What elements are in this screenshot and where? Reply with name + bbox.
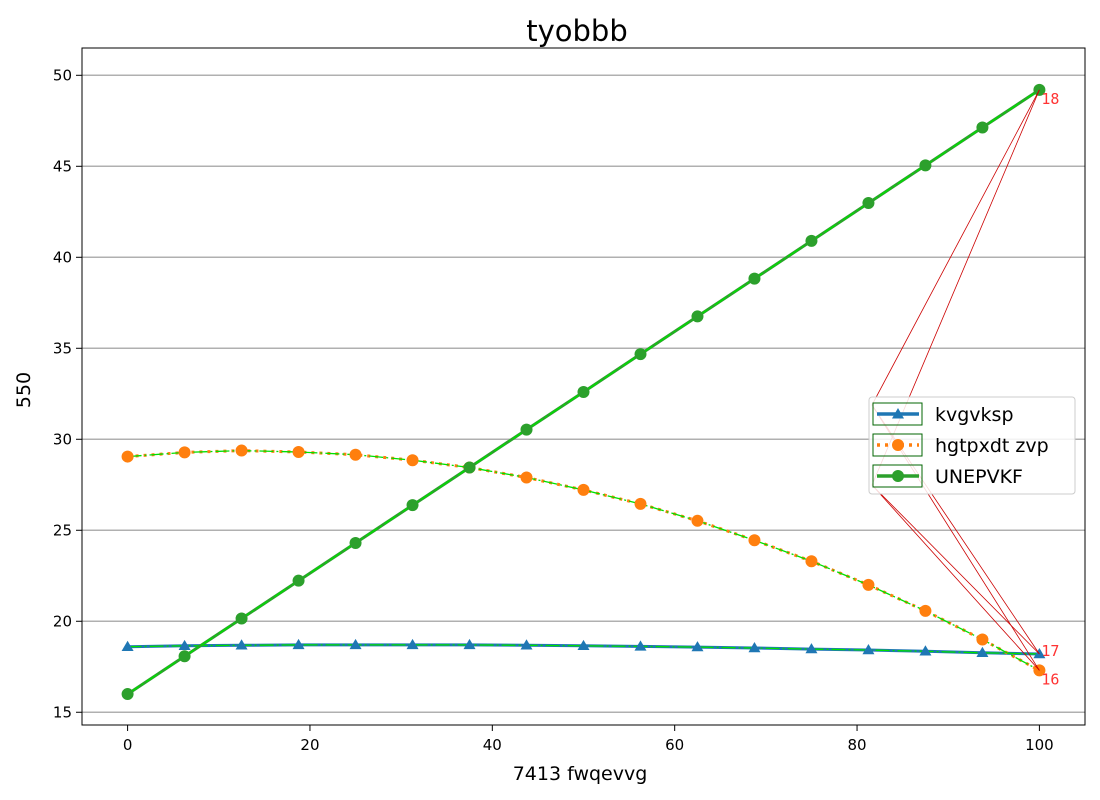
data-point: [691, 641, 704, 652]
legend-box: [868, 396, 1076, 495]
legend: kvgvksp hgtpxdt zvp UNEPVKF: [868, 396, 1076, 495]
gridlines: [82, 74, 1085, 714]
data-point: [178, 446, 191, 459]
y-tick-label: 35: [53, 339, 72, 357]
series-2: [121, 83, 1046, 701]
data-point: [577, 639, 590, 651]
data-point: [349, 537, 362, 550]
y-axis: 15 20 25 30 35 40 45 50: [53, 66, 82, 721]
x-tick-label: 40: [483, 736, 502, 754]
data-point: [349, 638, 362, 650]
data-point: [1033, 648, 1046, 659]
data-point: [235, 612, 248, 625]
data-point: [121, 688, 134, 701]
series-1: [121, 444, 1046, 677]
chart-title: tyobbb: [526, 14, 628, 48]
series-0: [121, 638, 1046, 659]
series-line: [127, 449, 1041, 672]
data-point: [634, 640, 647, 651]
legend-swatch-frame: [872, 464, 923, 488]
data-point: [577, 483, 590, 496]
data-point: [748, 272, 761, 285]
data-point: [976, 121, 989, 134]
y-tick-label: 15: [53, 703, 72, 721]
data-point: [748, 642, 761, 653]
annotation-label: 16: [1041, 670, 1059, 688]
data-point: [235, 639, 248, 650]
y-tick-label: 25: [53, 521, 72, 539]
legend-swatch-marker: [892, 439, 904, 451]
data-point: [463, 461, 476, 474]
series-layer: [121, 83, 1046, 701]
data-point: [862, 197, 875, 210]
data-point: [976, 633, 989, 646]
legend-swatch-frame: [872, 433, 923, 457]
data-point: [292, 446, 305, 459]
plot-area: [81, 47, 1086, 726]
legend-swatch-frame: [872, 402, 923, 426]
data-point: [805, 643, 818, 654]
data-point: [805, 555, 818, 568]
legend-entry-label: UNEPVKF: [935, 466, 1023, 488]
x-tick-label: 20: [300, 736, 319, 754]
y-tick-label: 30: [53, 430, 72, 448]
y-tick-label: 20: [53, 612, 72, 630]
data-point: [862, 578, 875, 591]
data-point: [634, 497, 647, 510]
y-tick-label: 50: [53, 66, 72, 84]
series-overlay-line: [127, 644, 1040, 655]
data-point: [406, 638, 419, 650]
data-point: [121, 640, 134, 651]
data-point: [805, 234, 818, 247]
data-point: [178, 639, 191, 651]
data-point: [919, 645, 932, 656]
annotation-label: 18: [1041, 90, 1059, 108]
y-tick-label: 40: [53, 248, 72, 266]
data-point: [520, 471, 533, 484]
x-tick-label: 0: [123, 736, 133, 754]
data-point: [577, 385, 590, 398]
data-point: [121, 450, 134, 463]
data-point: [919, 159, 932, 172]
x-axis: 0 20 40 60 80 100: [123, 725, 1054, 754]
data-point: [406, 454, 419, 467]
series-overlay-line: [127, 449, 1040, 671]
x-tick-label: 60: [665, 736, 684, 754]
x-axis-label: 7413 fwqevvg: [513, 763, 648, 785]
annotation-label: 17: [1041, 642, 1059, 660]
data-point: [691, 310, 704, 323]
data-point: [862, 644, 875, 655]
data-point: [919, 604, 932, 617]
data-point: [634, 348, 647, 361]
legend-swatch-marker: [892, 470, 904, 482]
y-tick-label: 45: [53, 157, 72, 175]
annotations: 18 17 16: [871, 89, 1059, 688]
data-point: [235, 444, 248, 457]
legend-entry-label: hgtpxdt zvp: [935, 435, 1049, 457]
data-point: [292, 574, 305, 587]
data-point: [748, 534, 761, 547]
data-point: [349, 448, 362, 461]
data-point: [406, 499, 419, 512]
data-point: [976, 646, 989, 657]
annotation-arrow: [871, 89, 1040, 406]
data-point: [520, 639, 533, 650]
data-point: [520, 423, 533, 436]
x-tick-label: 100: [1025, 736, 1054, 754]
y-axis-label: 550: [13, 372, 35, 408]
data-point: [463, 638, 476, 650]
data-point: [691, 514, 704, 527]
legend-entry-label: kvgvksp: [935, 404, 1014, 426]
data-point: [178, 650, 191, 663]
annotation-arrow: [871, 484, 1040, 671]
legend-swatch-marker: [892, 408, 904, 419]
data-point: [292, 638, 305, 650]
x-tick-label: 80: [847, 736, 866, 754]
